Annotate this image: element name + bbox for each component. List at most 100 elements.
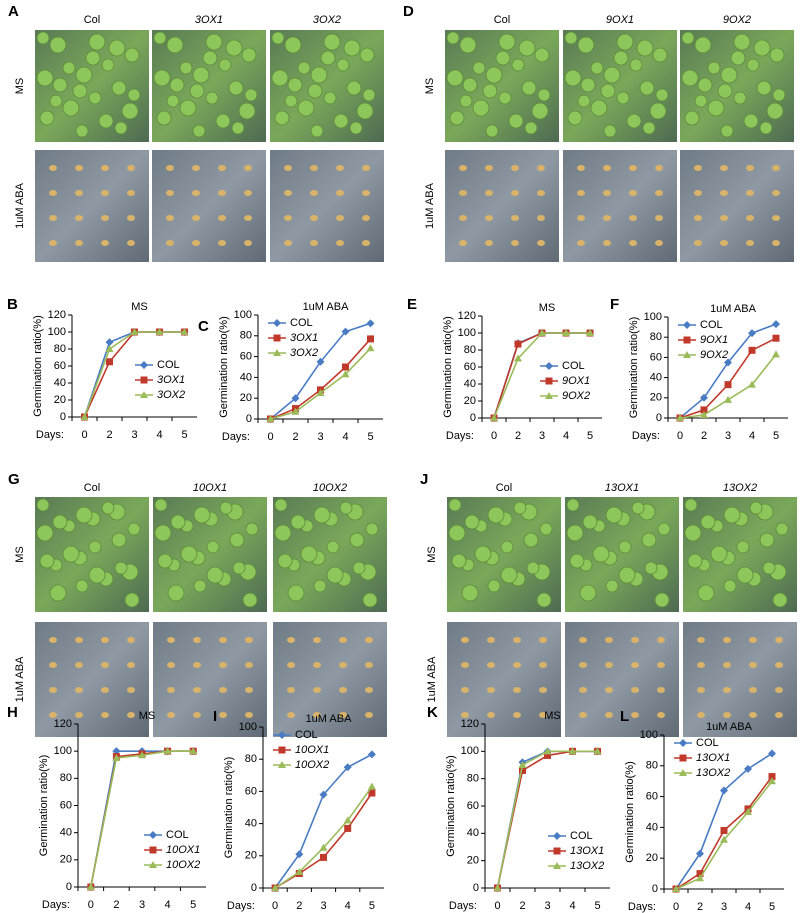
y-tick-label: 120 [461,718,479,730]
seedling [180,545,198,563]
seedling [472,61,486,75]
marker [295,867,304,875]
seed [772,165,780,171]
seed [362,215,370,221]
x-tick-label: 3 [544,900,550,912]
seedling [365,522,379,536]
seedling [52,77,68,93]
seedling [464,514,480,530]
seedling [461,584,479,602]
x-tick-label: 3 [725,430,731,442]
legend-marker [140,391,148,398]
seedling [323,33,341,51]
seed [339,687,347,693]
seed [75,662,83,668]
seed [775,637,783,643]
x-tick-label: 4 [569,900,575,912]
x-tick-label: 0 [491,430,497,442]
marker [720,786,728,795]
y-tick-label: 80 [464,344,476,356]
seedling [590,99,608,117]
seedling [362,88,376,102]
x-tick-label: 5 [181,429,187,441]
seed [459,215,467,221]
seedling [733,33,751,51]
panel-label: D [403,3,414,20]
marker [155,328,164,335]
legend-marker [683,321,691,329]
seedling [49,94,63,108]
seed [697,662,705,668]
chart-title: 1uM ABA [306,713,353,725]
seed [127,637,135,643]
marker [341,327,350,336]
y-tick-label: 40 [240,371,252,383]
seed [310,215,318,221]
x-tick-label: 3 [131,429,137,441]
seedling [88,566,106,584]
seedling [307,83,323,99]
marker [744,808,752,815]
column-label: Col [84,482,101,494]
y-axis-label: Germination ratio(%) [38,755,50,856]
x-tick-label: 0 [81,429,87,441]
seedling [566,498,580,512]
panel-label: K [427,704,438,721]
seedling [98,113,114,129]
seedling [192,66,210,84]
seed [603,165,611,171]
seedling [36,524,54,542]
seedling [75,579,89,593]
panel-label: L [620,708,629,725]
seed [101,712,109,718]
seed [513,662,521,668]
seedling [49,36,67,54]
y-tick-label: 100 [640,729,658,741]
legend-label: 9OX2 [562,390,590,402]
seed [631,637,639,643]
legend-label: 13OX1 [696,752,730,764]
seed [284,190,292,196]
marker [367,750,376,759]
seed [746,190,754,196]
seed [75,712,83,718]
seed [513,687,521,693]
x-tick-label: 2 [296,900,302,912]
seed [245,687,253,693]
marker [130,328,139,335]
seedling [720,66,738,84]
panel-label: E [407,296,417,313]
seedling [500,566,518,584]
seedling [284,36,302,54]
seed [629,190,637,196]
seedling [500,540,514,554]
seed [749,662,757,668]
x-tick-label: 5 [367,431,373,443]
y-tick-label: 40 [54,377,66,389]
marker [696,849,704,858]
seedling [657,522,671,536]
seedling [746,58,760,72]
seed [579,687,587,693]
seedling [736,540,750,554]
y-tick-label: 80 [60,772,72,784]
seed [362,190,370,196]
seedling [694,94,708,108]
seed [720,215,728,221]
marker [676,414,684,421]
seedling [577,94,591,108]
seedling [362,592,378,608]
seedling [274,498,288,512]
seed [746,215,754,221]
column-label: 3OX1 [195,14,223,26]
seed [219,712,227,718]
seedling [238,102,256,120]
marker [768,777,776,785]
seedling [88,540,102,554]
x-tick-label: 2 [515,430,521,442]
seedling [772,592,788,608]
panel-label: B [7,296,18,313]
panel-label: J [420,471,428,488]
seedling [618,540,632,554]
